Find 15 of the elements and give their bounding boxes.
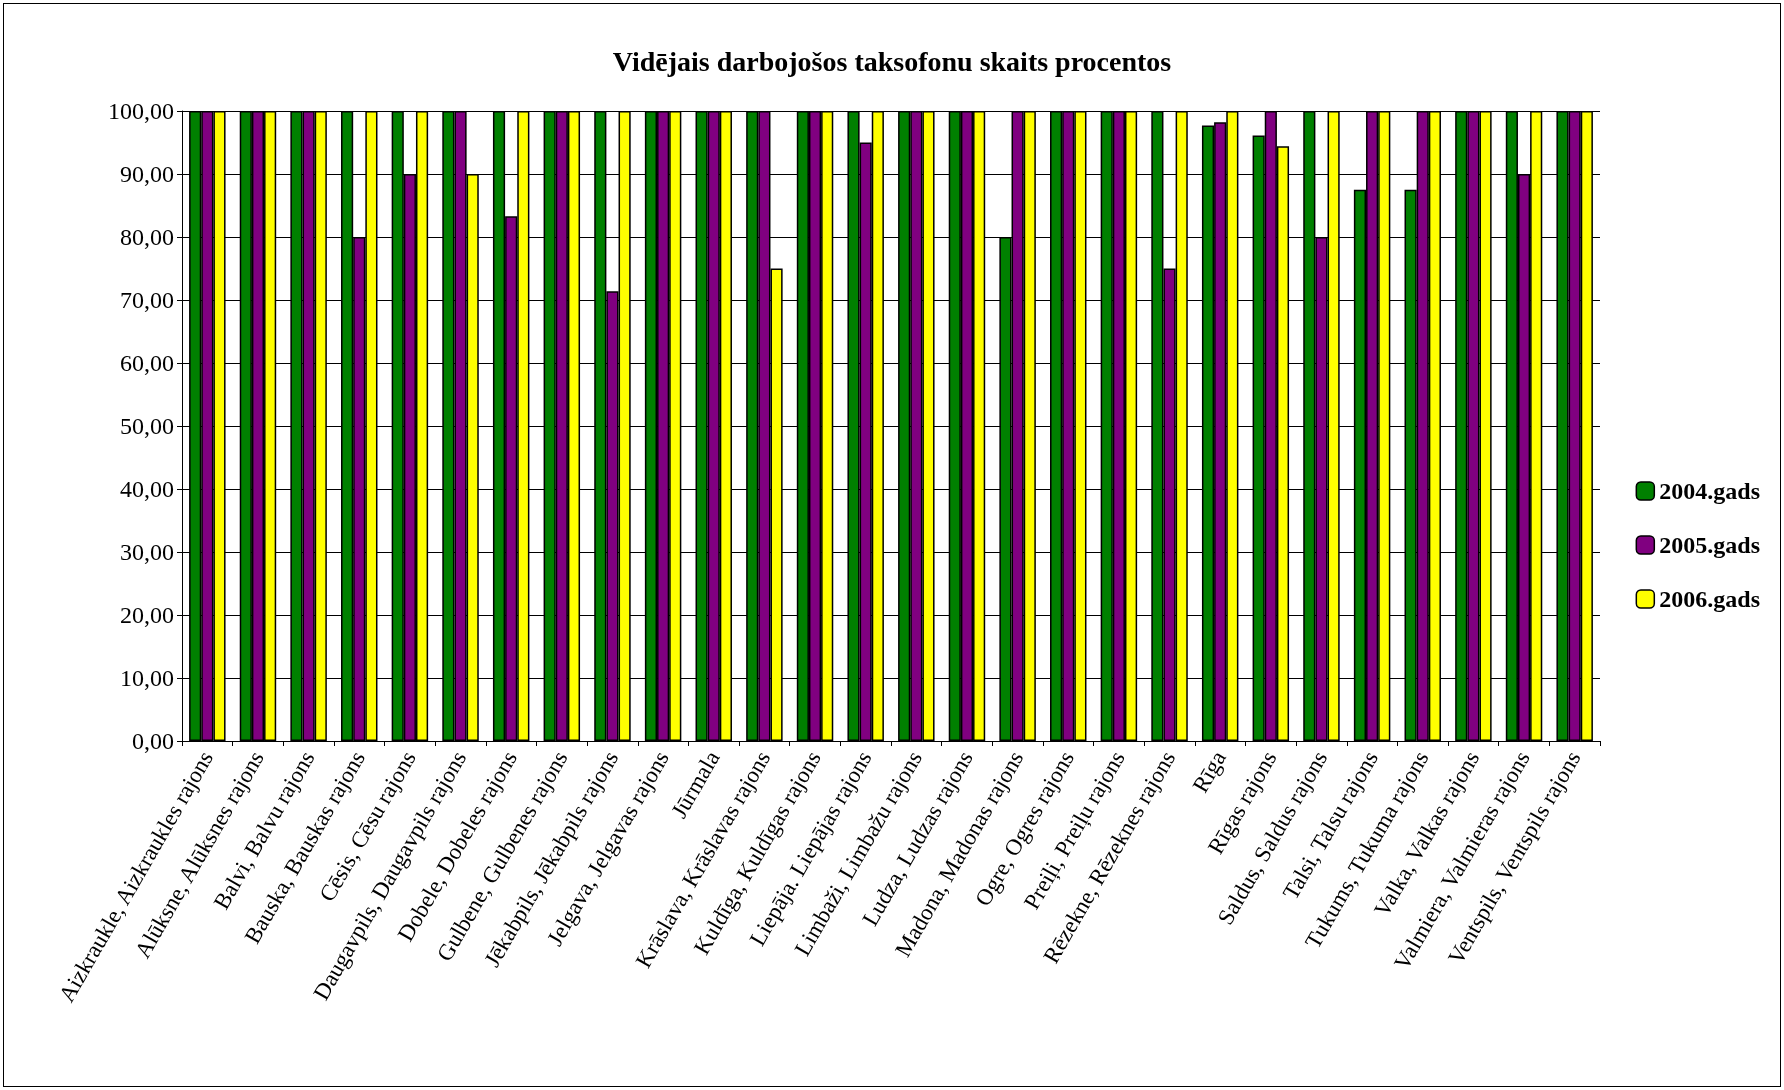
legend-label: 2004.gads <box>1659 478 1760 504</box>
y-tick-label: 70,00 <box>120 287 174 313</box>
y-tick-label: 50,00 <box>120 413 174 439</box>
y-tick-label: 90,00 <box>120 161 174 187</box>
y-tick-label: 100,00 <box>108 98 174 124</box>
chart-title: Vidējais darbojošos taksofonu skaits procentos <box>612 45 1172 77</box>
y-tick-label: 20,00 <box>120 602 174 628</box>
legend-label: 2006.gads <box>1659 586 1760 612</box>
y-tick-label: 60,00 <box>120 350 174 376</box>
y-tick-label: 40,00 <box>120 476 174 502</box>
y-tick-label: 80,00 <box>120 224 174 250</box>
y-tick-label: 10,00 <box>120 665 174 691</box>
legend-label: 2005.gads <box>1659 532 1760 558</box>
y-tick-label: 0,00 <box>132 728 174 754</box>
y-tick-label: 30,00 <box>120 539 174 565</box>
